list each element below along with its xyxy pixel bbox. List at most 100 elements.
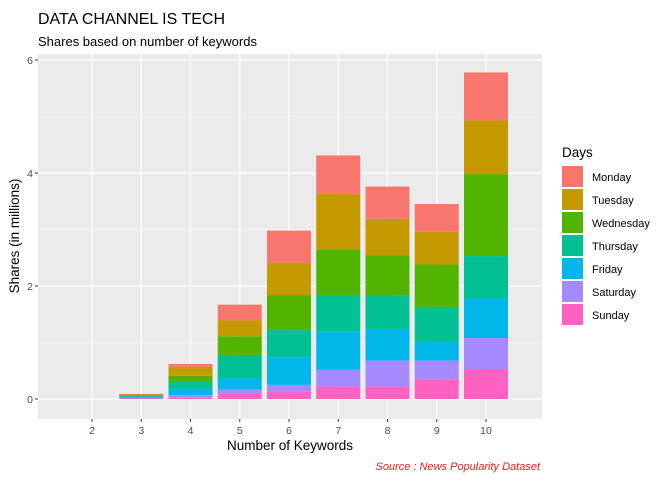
bar-segment-friday xyxy=(365,328,410,361)
legend-item-tuesday: Tuesday xyxy=(562,189,634,210)
bar-segment-saturday xyxy=(168,395,213,398)
legend-label: Monday xyxy=(592,172,632,184)
legend-item-thursday: Thursday xyxy=(562,235,638,256)
bar-segment-monday xyxy=(217,304,262,321)
x-tick-label: 4 xyxy=(188,425,194,437)
legend-swatch xyxy=(562,189,583,210)
bar-segment-wednesday xyxy=(119,395,164,396)
bar-segment-thursday xyxy=(316,295,361,332)
bar-segment-saturday xyxy=(414,360,459,380)
bars xyxy=(119,72,508,399)
legend-swatch xyxy=(562,235,583,256)
legend-swatch xyxy=(562,258,583,279)
y-tick-label: 6 xyxy=(27,55,33,67)
chart-caption: Source : News Popularity Dataset xyxy=(376,461,541,473)
bar-segment-sunday xyxy=(267,391,311,399)
bar-segment-friday xyxy=(119,396,164,398)
legend-item-saturday: Saturday xyxy=(562,281,637,302)
bar-segment-wednesday xyxy=(316,249,361,296)
bar-segment-tuesday xyxy=(316,193,361,250)
bar-segment-sunday xyxy=(119,398,164,399)
bar-segment-wednesday xyxy=(464,174,508,257)
bar-segment-thursday xyxy=(267,330,311,358)
bar-segment-thursday xyxy=(119,395,164,397)
x-tick-label: 2 xyxy=(89,425,95,437)
legend-label: Tuesday xyxy=(592,195,634,207)
x-tick-label: 10 xyxy=(480,425,492,437)
x-tick-label: 5 xyxy=(237,425,243,437)
legend-swatch xyxy=(562,166,583,187)
bar-segment-sunday xyxy=(316,386,361,399)
y-axis-ticks: 0 2 4 6 xyxy=(27,55,38,406)
legend-label: Sunday xyxy=(592,310,630,322)
legend-item-friday: Friday xyxy=(562,258,623,279)
bar-segment-sunday xyxy=(168,397,213,399)
bar-segment-thursday xyxy=(365,295,410,329)
bar-segment-friday xyxy=(464,298,508,338)
bar-segment-sunday xyxy=(217,393,262,399)
bar-segment-saturday xyxy=(217,389,262,394)
bar-segment-sunday xyxy=(365,386,410,399)
bar-segment-saturday xyxy=(365,360,410,387)
bar-segment-monday xyxy=(119,393,164,395)
legend-label: Friday xyxy=(592,264,623,276)
bar-segment-monday xyxy=(267,230,311,263)
x-axis-title: Number of Keywords xyxy=(227,438,353,453)
bar-segment-thursday xyxy=(464,256,508,299)
legend-label: Wednesday xyxy=(592,218,650,230)
legend-swatch xyxy=(562,281,583,302)
legend-label: Saturday xyxy=(592,287,637,299)
x-axis-ticks: 2 3 4 5 6 7 8 9 10 xyxy=(89,419,492,437)
chart-subtitle: Shares based on number of keywords xyxy=(38,34,257,49)
legend-item-wednesday: Wednesday xyxy=(562,212,650,233)
bar-segment-tuesday xyxy=(464,120,508,175)
legend: Days Monday Tuesday Wednesday Thursday Frida… xyxy=(562,145,650,325)
bar-segment-friday xyxy=(316,331,361,370)
y-tick-label: 2 xyxy=(27,281,33,293)
x-tick-label: 9 xyxy=(434,425,440,437)
x-tick-label: 6 xyxy=(286,425,292,437)
y-tick-label: 0 xyxy=(27,394,33,406)
chart-title: DATA CHANNEL IS TECH xyxy=(38,11,225,28)
bar-segment-wednesday xyxy=(217,336,262,355)
x-tick-label: 3 xyxy=(138,425,144,437)
bar-segment-tuesday xyxy=(119,394,164,396)
bar-segment-wednesday xyxy=(414,264,459,308)
bar-segment-thursday xyxy=(414,307,459,342)
legend-label: Thursday xyxy=(592,241,638,253)
bar-segment-monday xyxy=(316,155,361,194)
bar-segment-friday xyxy=(168,388,213,396)
bar-segment-wednesday xyxy=(168,375,213,383)
bar-segment-tuesday xyxy=(217,320,262,337)
bar-segment-monday xyxy=(464,72,508,121)
bar-segment-monday xyxy=(365,186,410,219)
legend-item-monday: Monday xyxy=(562,166,632,187)
bar-segment-friday xyxy=(217,378,262,390)
bar-segment-tuesday xyxy=(414,231,459,265)
legend-swatch xyxy=(562,304,583,325)
bar-segment-saturday xyxy=(316,369,361,387)
legend-swatch xyxy=(562,212,583,233)
bar-segment-tuesday xyxy=(267,262,311,296)
bar-segment-monday xyxy=(414,204,459,232)
bar-segment-friday xyxy=(267,357,311,385)
bar-segment-wednesday xyxy=(365,255,410,296)
legend-title: Days xyxy=(562,145,593,160)
bar-segment-thursday xyxy=(168,382,213,389)
bar-segment-sunday xyxy=(464,369,508,399)
x-tick-label: 7 xyxy=(335,425,341,437)
bar-segment-friday xyxy=(414,341,459,361)
bar-segment-sunday xyxy=(414,379,459,399)
bar-segment-saturday xyxy=(267,384,311,392)
y-axis-title: Shares (in millions) xyxy=(7,179,22,294)
bar-segment-wednesday xyxy=(267,295,311,331)
bar-segment-saturday xyxy=(119,397,164,399)
bar-segment-tuesday xyxy=(168,366,213,376)
y-tick-label: 4 xyxy=(27,168,33,180)
bar-segment-monday xyxy=(168,363,213,367)
legend-item-sunday: Sunday xyxy=(562,304,630,325)
bar-segment-saturday xyxy=(464,337,508,370)
x-tick-label: 8 xyxy=(385,425,391,437)
bar-segment-tuesday xyxy=(365,218,410,256)
